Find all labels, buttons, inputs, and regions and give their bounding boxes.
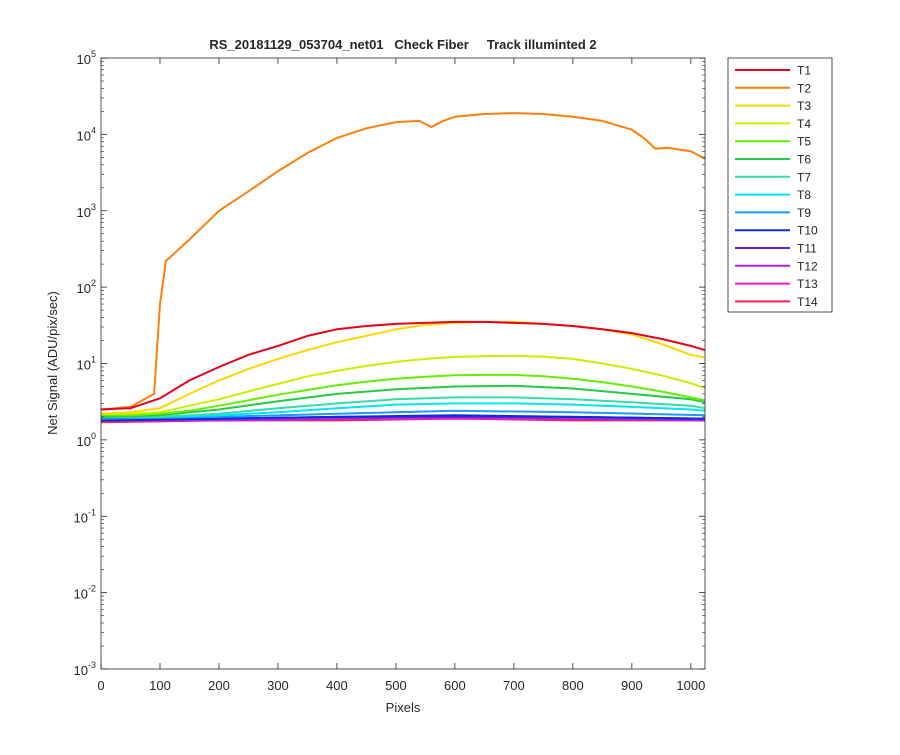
series-line-t9: [100, 409, 706, 420]
x-axis-ticks: 0 100 200 300 400 500 600 700 800 900 1000: [97, 58, 705, 693]
y-tick-base: 10: [77, 128, 91, 143]
y-tick-label: 10-2: [74, 584, 96, 602]
legend-label-t10: T10: [797, 224, 818, 238]
y-tick-exponent: -3: [88, 660, 96, 670]
legend-label-t14: T14: [797, 295, 818, 309]
legend-label-t7: T7: [797, 170, 811, 184]
series-line-t10: [100, 414, 706, 422]
legend-label-t2: T2: [797, 81, 811, 95]
y-tick-exponent: -2: [88, 584, 96, 594]
x-axis-label: Pixels: [386, 700, 421, 715]
x-tick-label: 400: [326, 678, 348, 693]
x-tick-label: 600: [444, 678, 466, 693]
y-tick-base: 10: [77, 358, 91, 373]
y-tick-label: 104: [77, 125, 96, 143]
series-line-t8: [101, 402, 706, 418]
x-tick-label: 900: [621, 678, 643, 693]
y-tick-label: 105: [77, 49, 96, 67]
series-line-t2: [100, 112, 706, 411]
legend-label-t5: T5: [797, 135, 811, 149]
y-tick-label: 102: [77, 278, 96, 296]
x-tick-label: 300: [267, 678, 289, 693]
series-line-t7: [101, 396, 706, 418]
y-tick-base: 10: [74, 510, 88, 525]
y-tick-exponent: 3: [91, 202, 96, 212]
legend-label-t6: T6: [797, 153, 811, 167]
y-tick-exponent: 2: [91, 278, 96, 288]
y-tick-base: 10: [77, 52, 91, 67]
legend-label-t4: T4: [797, 117, 811, 131]
y-tick-label: 101: [77, 355, 96, 373]
y-tick-exponent: -1: [88, 507, 96, 517]
series-layer: [100, 112, 706, 424]
y-tick-base: 10: [77, 281, 91, 296]
x-tick-label: 500: [385, 678, 407, 693]
legend-label-t3: T3: [797, 99, 811, 113]
y-tick-exponent: 5: [91, 49, 96, 59]
series-line-t5: [101, 373, 706, 417]
x-tick-label: 100: [149, 678, 171, 693]
y-tick-label: 103: [77, 202, 96, 220]
y-tick-label: 10-1: [74, 507, 96, 525]
y-tick-base: 10: [74, 663, 88, 678]
series-line-t1: [100, 320, 706, 411]
legend-label-t12: T12: [797, 259, 818, 273]
y-tick-base: 10: [77, 434, 91, 449]
y-tick-label: 10-3: [74, 660, 96, 678]
y-tick-exponent: 0: [91, 431, 96, 441]
x-tick-label: 1000: [676, 678, 705, 693]
chart-title: RS_20181129_053704_net01 Check Fiber Tra…: [209, 37, 596, 52]
x-tick-label: 700: [503, 678, 525, 693]
y-tick-base: 10: [77, 205, 91, 220]
legend-box: [727, 57, 833, 313]
legend-label-t8: T8: [797, 188, 811, 202]
plot-area: [101, 58, 705, 669]
y-tick-base: 10: [74, 587, 88, 602]
series-line-t6: [100, 384, 706, 418]
legend-label-t1: T1: [797, 64, 811, 78]
y-axis-label: Net Signal (ADU/pix/sec): [45, 291, 60, 435]
x-tick-label: 800: [562, 678, 584, 693]
x-tick-label: 200: [208, 678, 230, 693]
y-tick-exponent: 1: [91, 355, 96, 365]
y-tick-exponent: 4: [91, 125, 96, 135]
legend-label-t11: T11: [797, 242, 817, 256]
legend-label-t9: T9: [797, 206, 811, 220]
x-tick-label: 0: [97, 678, 104, 693]
legend-label-t13: T13: [797, 277, 818, 291]
legend-items: T1 T2 T3 T4 T5 T6 T7 T8 T9 T10 T11 T12 T13 T14: [735, 64, 818, 309]
legend: T1 T2 T3 T4 T5 T6 T7 T8 T9 T10 T11 T12 T13 T14: [727, 57, 833, 313]
series-line-t4: [101, 354, 706, 415]
y-tick-label: 100: [77, 431, 96, 449]
